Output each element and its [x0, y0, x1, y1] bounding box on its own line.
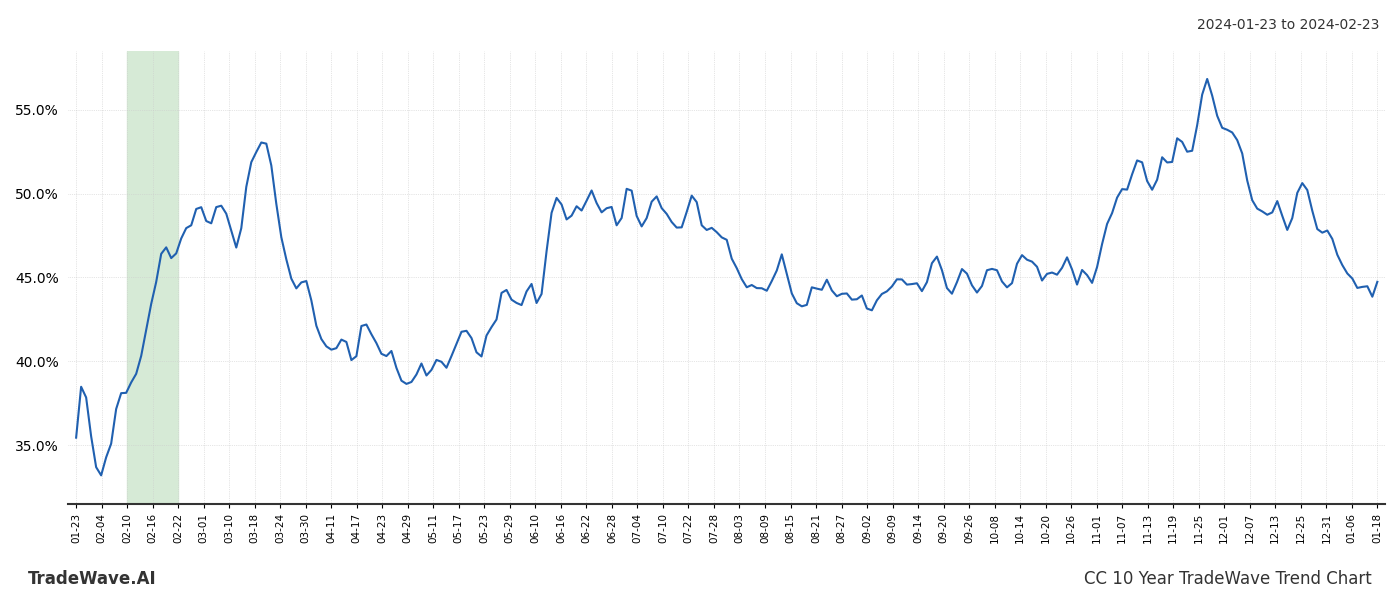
Text: TradeWave.AI: TradeWave.AI: [28, 570, 157, 588]
Bar: [127, 51, 178, 504]
Text: 2024-01-23 to 2024-02-23: 2024-01-23 to 2024-02-23: [1197, 18, 1379, 32]
Text: CC 10 Year TradeWave Trend Chart: CC 10 Year TradeWave Trend Chart: [1084, 570, 1372, 588]
